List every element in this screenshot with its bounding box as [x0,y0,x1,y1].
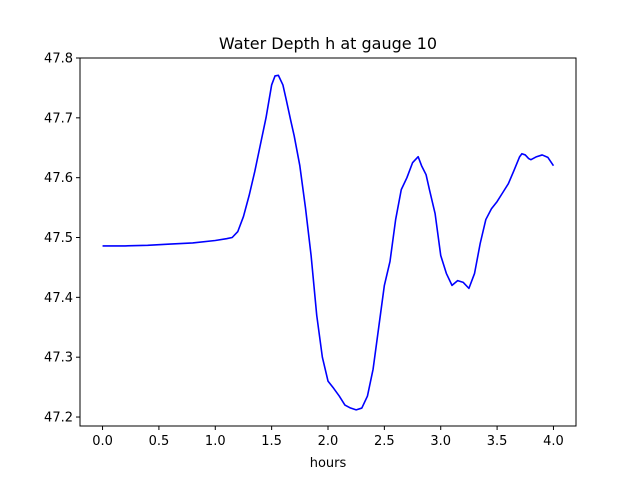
y-tick-label: 47.8 [44,52,73,67]
x-tick-label: 4.0 [543,434,564,449]
y-tick-label: 47.5 [44,231,73,246]
x-tick-label: 3.0 [430,434,451,449]
x-tick-label: 0.0 [92,434,113,449]
x-axis-label: hours [310,456,347,471]
plot-area-frame [79,57,577,427]
x-tick-label: 2.5 [374,434,395,449]
y-tick-label: 47.3 [44,351,73,366]
x-axis: 0.0 0.5 1.0 1.5 2.0 2.5 3.0 3.5 4.0 [92,426,564,449]
y-tick-label: 47.4 [44,291,73,306]
x-tick-label: 0.5 [149,434,170,449]
series-line [102,74,555,411]
x-tick-label: 1.0 [205,434,226,449]
y-tick-label: 47.7 [44,111,73,126]
y-tick-label: 47.6 [44,171,73,186]
y-axis: 47.2 47.3 47.4 47.5 47.6 47.7 47.8 [44,52,80,426]
x-tick-label: 2.0 [318,434,339,449]
series-group [102,74,555,411]
x-tick-label: 3.5 [487,434,508,449]
y-tick-label: 47.2 [44,411,73,426]
x-tick-label: 1.5 [261,434,282,449]
chart-title: Water Depth h at gauge 10 [219,34,437,53]
